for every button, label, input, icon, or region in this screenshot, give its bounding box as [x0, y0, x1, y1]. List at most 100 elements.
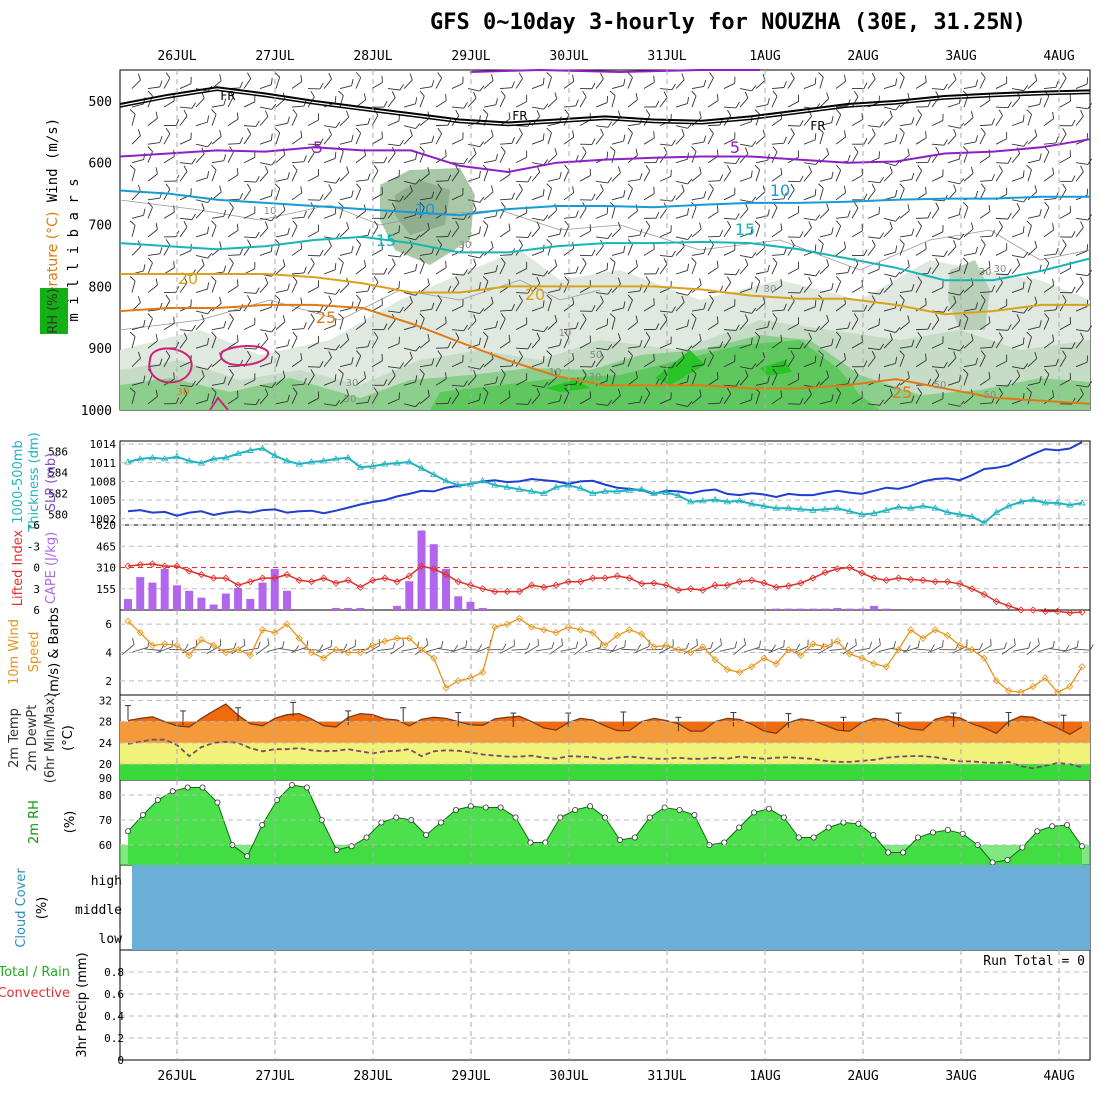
- surface-wind-barb: [462, 644, 483, 651]
- wind-barb-shaft: [547, 289, 560, 293]
- thickness-marker: [576, 484, 585, 491]
- wind-barb: [659, 91, 668, 108]
- wind-barb-flag: [831, 282, 834, 290]
- wind-barb-flag: [447, 230, 452, 237]
- wind-barb-shaft: [755, 392, 761, 404]
- wind-barb-shaft: [211, 281, 217, 293]
- wind-barb-shaft: [787, 189, 795, 201]
- wind-barb-flag: [907, 315, 910, 323]
- lifted-index-marker: [210, 574, 218, 582]
- wind-barb-shaft: [931, 97, 940, 108]
- wind-barb-shaft: [131, 357, 141, 368]
- cape-bar: [784, 608, 793, 610]
- wind-barb: [659, 195, 676, 202]
- wind-barb-shaft: [627, 179, 640, 182]
- wind-barb-flag: [645, 220, 651, 227]
- wind-barb-shaft: [819, 299, 824, 312]
- wind-barb: [419, 222, 430, 238]
- wind-speed-marker: [417, 646, 426, 654]
- wind-barb-shaft: [547, 98, 558, 108]
- wind-barb-shaft: [1027, 159, 1040, 164]
- wind-barb-flag: [207, 308, 213, 315]
- wind-barb-flag: [814, 77, 817, 85]
- wind-barb-flag: [797, 317, 800, 325]
- wind-barb-shaft: [515, 236, 529, 238]
- bottom-day-label: 4AUG: [1043, 1069, 1074, 1084]
- surface-wind-barb: [1073, 644, 1094, 651]
- wind-barb-flag: [895, 189, 898, 197]
- wind-barb: [179, 132, 192, 145]
- wind-barb: [691, 222, 702, 238]
- wind-speed-marker: [381, 637, 389, 645]
- wind-barb-flag: [526, 94, 528, 102]
- wind-barb-flag: [871, 184, 876, 191]
- wind-barb-flag: [911, 284, 915, 291]
- wind-barb: [707, 93, 719, 108]
- wind-barb-flag: [482, 276, 489, 282]
- wind-barb: [515, 150, 528, 164]
- wind-barb-flag: [1022, 170, 1025, 178]
- wind-barb-flag: [165, 127, 171, 134]
- precip-tick: 0.8: [104, 966, 124, 979]
- wind-barb: [979, 118, 995, 127]
- wind-barb: [307, 113, 320, 127]
- wind-barb-flag: [399, 84, 404, 91]
- wind-barb: [563, 164, 570, 182]
- wind-barb: [259, 381, 277, 389]
- wind-barb: [803, 214, 821, 221]
- wind-barb: [852, 82, 868, 89]
- wind-barb-flag: [334, 151, 337, 159]
- wind-barb-flag: [564, 331, 570, 338]
- wind-barb-shaft: [147, 173, 158, 182]
- wind-barb-flag: [536, 388, 541, 395]
- lifted-index-marker: [356, 583, 364, 591]
- wind-barb: [195, 393, 210, 405]
- wind-barb-shaft: [691, 395, 702, 405]
- wind-barb-flag: [419, 201, 425, 208]
- wind-barb-flag: [495, 265, 499, 272]
- wind-barb-shaft: [611, 228, 621, 238]
- wind-barb: [818, 127, 824, 145]
- wind-barb-shaft: [979, 211, 991, 219]
- wind-barb: [371, 131, 383, 145]
- wind-barb: [1011, 369, 1021, 386]
- wind-barb-flag: [582, 369, 587, 376]
- wind-barb-flag: [617, 166, 621, 173]
- wind-barb-flag: [437, 239, 443, 246]
- wind-barb-shaft: [659, 199, 672, 202]
- thickness-marker: [894, 503, 903, 510]
- wind-barb: [563, 266, 579, 275]
- wind-barb-shaft: [739, 255, 752, 259]
- precip-tick: 0.4: [104, 1010, 124, 1023]
- wind-barb-flag: [564, 276, 570, 282]
- wind-barb-flag: [572, 186, 575, 193]
- wind-barb-flag: [383, 323, 388, 330]
- wind-barb-flag: [835, 164, 842, 171]
- wind-barb-flag: [409, 184, 413, 192]
- wind-barb-flag: [1052, 111, 1055, 119]
- wind-barb-flag: [219, 241, 222, 248]
- wind-barb-shaft: [803, 362, 816, 368]
- wind-barb-flag: [943, 139, 948, 146]
- wind-barb: [962, 368, 969, 386]
- contour-label: 20: [525, 285, 545, 304]
- wind-barb-shaft: [691, 262, 697, 275]
- wind-barb-flag: [527, 175, 532, 183]
- cape-bar: [454, 596, 463, 610]
- wind-barb-shaft: [835, 170, 842, 182]
- surface-barb-flag: [831, 639, 833, 646]
- wind-barb: [995, 220, 1003, 238]
- wind-barb-shaft: [995, 138, 1007, 145]
- wind-barb-shaft: [675, 79, 685, 89]
- wind-barb: [1011, 140, 1029, 147]
- cape-bar: [221, 593, 230, 610]
- wind-barb-flag: [847, 321, 851, 329]
- wind-barb-shaft: [579, 319, 587, 330]
- wind-barb-flag: [889, 333, 893, 340]
- wind-barb: [451, 380, 468, 387]
- wind-barb-shaft: [1027, 215, 1040, 219]
- wind-speed-marker: [136, 629, 144, 637]
- wind-barb: [1075, 221, 1084, 238]
- wind-barb-flag: [1055, 247, 1059, 255]
- wind-barb-flag: [381, 187, 383, 194]
